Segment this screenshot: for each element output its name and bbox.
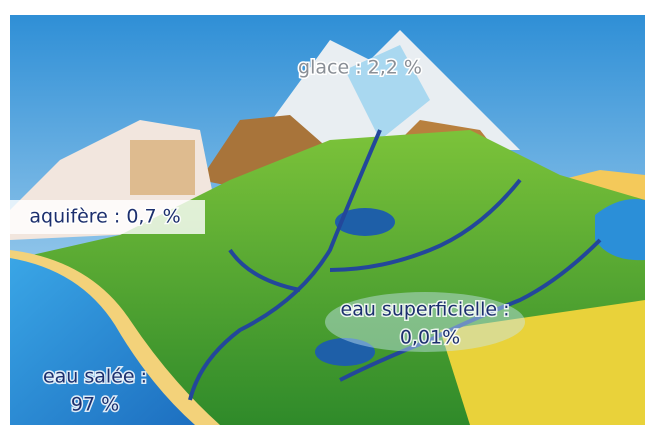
surface-label: eau superficielle : [341,299,510,321]
ice-label: glace : 2,2 % [298,57,422,79]
salt-label: 97 % [71,394,119,416]
salt-label: eau salée : [43,366,147,388]
aquifer-label: aquifère : 0,7 % [29,206,180,228]
water-illustration: glace : 2,2 % aquifère : 0,7 % eau super… [0,0,654,433]
aquifer-cutaway [130,140,195,195]
surface-label: 0,01% [400,327,460,349]
